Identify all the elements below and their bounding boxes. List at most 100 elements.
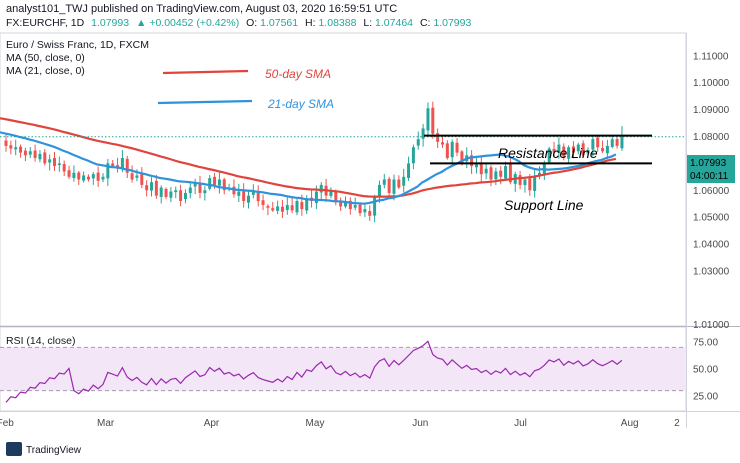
candle-body bbox=[416, 139, 420, 146]
candle-body bbox=[377, 184, 381, 198]
candle-body bbox=[581, 143, 585, 156]
candle-body bbox=[538, 172, 541, 176]
candle-body bbox=[382, 179, 386, 185]
candle-body bbox=[188, 187, 192, 194]
rsi-line bbox=[5, 340, 623, 403]
candle-body bbox=[339, 201, 343, 207]
tradingview-logo[interactable]: TradingView bbox=[6, 442, 82, 456]
candle-body bbox=[499, 170, 503, 177]
candle-body bbox=[154, 180, 158, 196]
time-axis[interactable]: Feb Mar Apr May Jun Jul Aug 2 bbox=[0, 418, 680, 429]
candle-body bbox=[533, 176, 537, 192]
time-tick-label: May bbox=[306, 418, 325, 429]
candle-body bbox=[489, 167, 493, 180]
price-tick-label: 1.01000 bbox=[693, 320, 730, 331]
candle-body bbox=[120, 157, 124, 170]
candle-body bbox=[290, 205, 294, 211]
candle-body bbox=[431, 107, 435, 134]
rsi-tick-label: 25.00 bbox=[693, 391, 718, 402]
candle-body bbox=[169, 191, 173, 198]
tradingview-brand: TradingView bbox=[26, 445, 82, 456]
candle-body bbox=[479, 163, 483, 175]
candle-body bbox=[407, 163, 411, 179]
candles bbox=[4, 101, 624, 223]
candle-body bbox=[251, 191, 255, 195]
rsi-tick-label: 75.00 bbox=[693, 338, 718, 349]
candle-body bbox=[402, 176, 406, 186]
candle-body bbox=[334, 191, 338, 203]
candle-body bbox=[266, 206, 270, 208]
candle-body bbox=[130, 173, 134, 180]
open-label: O: bbox=[246, 17, 257, 29]
candle-body bbox=[445, 143, 449, 158]
candle-body bbox=[193, 182, 197, 187]
candle-body bbox=[363, 209, 367, 213]
candle-body bbox=[353, 205, 357, 208]
candle-body bbox=[329, 190, 333, 196]
candle-body bbox=[368, 211, 372, 216]
candle-body bbox=[86, 176, 90, 180]
candle-body bbox=[300, 202, 304, 210]
candle-body bbox=[557, 144, 561, 153]
candle-body bbox=[280, 206, 284, 212]
candle-body bbox=[247, 195, 250, 203]
candle-body bbox=[57, 163, 61, 166]
candle-body bbox=[67, 170, 71, 177]
low-label: L: bbox=[363, 17, 372, 29]
candle-body bbox=[601, 148, 605, 152]
price-tick-label: 1.03000 bbox=[693, 266, 730, 277]
candle-body bbox=[620, 136, 624, 149]
candle-body bbox=[135, 175, 139, 178]
candle-body bbox=[28, 151, 32, 155]
candle-body bbox=[43, 152, 47, 164]
candle-body bbox=[494, 171, 498, 180]
candle-body bbox=[96, 172, 100, 181]
candle-body bbox=[256, 192, 260, 202]
candle-body bbox=[421, 128, 425, 139]
price-tick-label: 1.04000 bbox=[693, 240, 730, 251]
last-price-tag-timer: 04:00:11 bbox=[690, 171, 729, 182]
price-change: ▲ +0.00452 (+0.42%) bbox=[136, 17, 239, 29]
candle-body bbox=[82, 175, 86, 181]
candle-body bbox=[436, 133, 440, 142]
price-tick-label: 1.05000 bbox=[693, 213, 730, 224]
ohlc-line: FX:EURCHF, 1D 1.07993 ▲ +0.00452 (+0.42%… bbox=[6, 17, 471, 29]
time-tick-label: Mar bbox=[97, 418, 115, 429]
candle-body bbox=[392, 179, 396, 194]
time-tick-label: Apr bbox=[204, 418, 220, 429]
candle-body bbox=[159, 187, 163, 197]
candle-body bbox=[208, 178, 212, 189]
candle-body bbox=[450, 141, 454, 158]
last-price-tag-price: 1.07993 bbox=[690, 158, 727, 169]
candle-body bbox=[164, 188, 168, 197]
candle-body bbox=[518, 175, 522, 185]
rsi-axis[interactable]: 75.00 50.00 25.00 bbox=[693, 338, 718, 403]
candle-body bbox=[344, 201, 347, 207]
candle-body bbox=[314, 191, 318, 203]
candle-body bbox=[217, 179, 221, 186]
candle-body bbox=[504, 166, 508, 179]
close-value: 1.07993 bbox=[433, 17, 471, 29]
candle-body bbox=[150, 182, 153, 191]
support-label: Support Line bbox=[504, 197, 584, 213]
candle-body bbox=[562, 146, 566, 158]
candle-body bbox=[387, 178, 391, 193]
candle-body bbox=[23, 150, 27, 156]
time-tick-label: Aug bbox=[621, 418, 639, 429]
publish-line: analyst101_TWJ published on TradingView.… bbox=[6, 3, 397, 15]
price-tick-label: 1.11000 bbox=[693, 51, 729, 62]
candle-body bbox=[348, 200, 352, 210]
sma-50-line bbox=[0, 117, 617, 198]
sma-21-key-line bbox=[157, 99, 253, 105]
time-tick-label: 2 bbox=[674, 418, 680, 429]
candle-body bbox=[271, 208, 275, 211]
time-tick-label: Jun bbox=[412, 418, 428, 429]
candle-body bbox=[610, 139, 614, 147]
candle-body bbox=[106, 163, 110, 179]
symbol-interval: FX:EURCHF, 1D bbox=[6, 17, 85, 29]
close-label: C: bbox=[420, 17, 431, 29]
rsi-band bbox=[0, 347, 686, 391]
sma-21-label: 21-day SMA bbox=[267, 97, 334, 111]
